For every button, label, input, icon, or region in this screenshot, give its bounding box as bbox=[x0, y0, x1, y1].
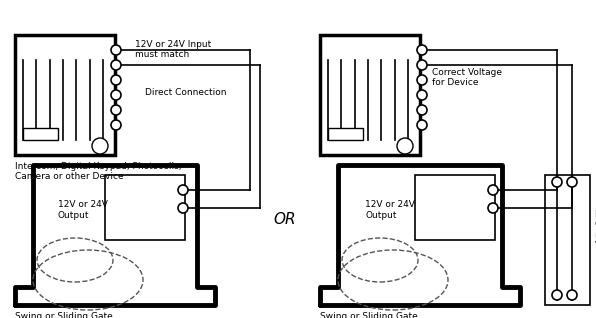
Circle shape bbox=[111, 45, 121, 55]
Text: Swing or Sliding Gate
Motor Controller: Swing or Sliding Gate Motor Controller bbox=[320, 312, 418, 318]
Bar bbox=[320, 35, 420, 155]
Text: Correct Voltage
for Device: Correct Voltage for Device bbox=[432, 68, 502, 87]
Text: 12V or 24V
Output: 12V or 24V Output bbox=[365, 200, 415, 220]
Circle shape bbox=[111, 120, 121, 130]
Circle shape bbox=[417, 105, 427, 115]
Circle shape bbox=[417, 75, 427, 85]
Circle shape bbox=[111, 75, 121, 85]
Bar bbox=[23, 128, 58, 140]
Circle shape bbox=[417, 90, 427, 100]
Circle shape bbox=[178, 185, 188, 195]
Circle shape bbox=[92, 138, 108, 154]
Circle shape bbox=[567, 177, 577, 187]
Bar bbox=[15, 35, 115, 155]
Circle shape bbox=[488, 203, 498, 213]
Text: Direct Connection: Direct Connection bbox=[145, 88, 226, 97]
Text: OR: OR bbox=[274, 212, 296, 227]
Circle shape bbox=[417, 120, 427, 130]
Bar bbox=[545, 175, 590, 305]
Text: Swing or Sliding Gate
Motor Controller: Swing or Sliding Gate Motor Controller bbox=[15, 312, 113, 318]
Circle shape bbox=[417, 60, 427, 70]
Circle shape bbox=[552, 290, 562, 300]
Circle shape bbox=[111, 90, 121, 100]
Text: DC to DC
Converter to
match Device
Voltage: DC to DC Converter to match Device Volta… bbox=[595, 210, 596, 250]
Circle shape bbox=[111, 105, 121, 115]
Text: 12V or 24V
Output: 12V or 24V Output bbox=[58, 200, 108, 220]
Circle shape bbox=[397, 138, 413, 154]
Text: Intercom, Digital Keypad, Photocells,
Camera or other Device: Intercom, Digital Keypad, Photocells, Ca… bbox=[15, 162, 182, 181]
Text: 12V or 24V Input
must match: 12V or 24V Input must match bbox=[135, 40, 211, 59]
Circle shape bbox=[178, 203, 188, 213]
Circle shape bbox=[488, 185, 498, 195]
Circle shape bbox=[111, 60, 121, 70]
Circle shape bbox=[417, 45, 427, 55]
Bar bbox=[328, 128, 363, 140]
Circle shape bbox=[567, 290, 577, 300]
Bar bbox=[105, 175, 185, 240]
Bar bbox=[415, 175, 495, 240]
Circle shape bbox=[552, 177, 562, 187]
